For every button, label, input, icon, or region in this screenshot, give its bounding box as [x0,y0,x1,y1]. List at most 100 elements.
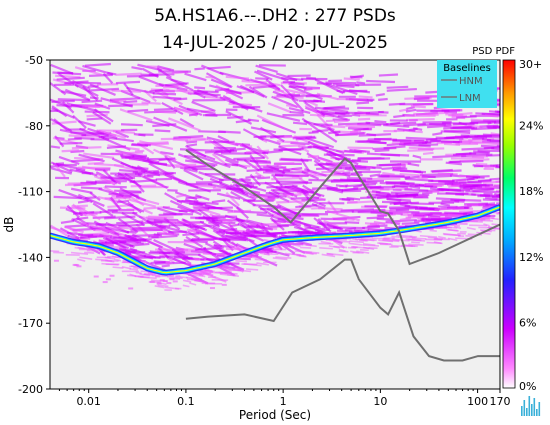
pdf-stroke [255,77,269,81]
pdf-stroke [386,87,417,92]
y-tick-label: -110 [18,186,43,199]
pdf-stroke [123,100,138,104]
pdf-stroke [401,221,420,225]
pdf-stroke [406,106,415,111]
pdf-stroke [300,246,312,249]
pdf-stroke [189,282,197,286]
pdf-stroke [403,122,426,127]
pdf-stroke [412,127,423,131]
pdf-stroke [119,168,139,173]
pdf-stroke [452,152,472,157]
pdf-stroke [98,226,115,234]
pdf-stroke [408,243,424,246]
pdf-stroke [325,82,358,96]
pdf-stroke [323,219,339,228]
pdf-stroke [356,81,366,85]
pdf-stroke [61,149,79,153]
pdf-stroke [239,84,265,98]
pdf-stroke [270,188,280,196]
pdf-stroke [112,130,135,134]
pdf-stroke [378,73,399,77]
pdf-stroke [130,228,163,232]
pdf-stroke [121,123,143,127]
pdf-stroke [448,114,468,118]
pdf-stroke [163,217,181,231]
pdf-stroke [109,274,115,277]
pdf-stroke [463,184,478,189]
pdf-stroke [211,153,228,167]
pdf-stroke [87,85,99,88]
pdf-stroke [219,96,236,105]
pdf-stroke [188,113,199,117]
pdf-stroke [251,164,271,168]
pdf-stroke [224,269,232,273]
pdf-stroke [102,281,108,284]
pdf-stroke [193,279,208,284]
legend-entry: LNM [459,93,481,104]
pdf-stroke [279,244,289,248]
pdf-stroke [271,219,286,223]
pdf-stroke [88,87,119,92]
pdf-stroke [393,114,405,119]
pdf-stroke [173,135,204,139]
x-tick-label: 170 [490,395,511,408]
logo-bar [536,409,538,416]
pdf-stroke [235,260,248,263]
pdf-stroke [185,144,207,158]
logo-bar [526,408,528,416]
pdf-stroke [186,140,198,144]
pdf-stroke [225,75,250,80]
pdf-stroke [237,269,252,273]
pdf-stroke [320,110,347,115]
pdf-stroke [266,231,287,236]
pdf-stroke [159,279,165,282]
pdf-stroke [130,143,149,147]
pdf-stroke [224,158,248,170]
pdf-stroke [156,282,162,285]
pdf-stroke [424,111,449,115]
pdf-stroke [348,242,363,246]
pdf-stroke [282,167,303,172]
pdf-stroke [141,67,159,79]
pdf-stroke [484,114,499,118]
y-tick-label: -200 [18,383,43,396]
pdf-stroke [318,129,338,143]
pdf-stroke [192,205,221,217]
pdf-stroke [84,62,111,67]
pdf-stroke [213,151,239,164]
pdf-stroke [391,235,400,238]
pdf-stroke [109,97,140,101]
pdf-stroke [87,127,118,140]
pdf-stroke [256,114,285,130]
pdf-stroke [182,257,205,261]
pdf-stroke [444,211,476,215]
pdf-stroke [193,89,219,94]
pdf-stroke [106,259,119,262]
pdf-stroke [412,154,422,159]
y-tick-label: -170 [18,317,43,330]
pdf-stroke [326,188,344,192]
pdf-stroke [221,234,249,242]
lnm-curve [185,258,500,362]
pdf-stroke [74,83,99,97]
pdf-stroke [292,121,308,126]
pdf-stroke [138,75,164,88]
pdf-stroke [297,243,312,247]
pdf-stroke [165,261,171,264]
pdf-stroke [403,244,416,248]
logo-bar [521,406,523,416]
logo-bar [523,400,526,416]
pdf-stroke [169,278,175,281]
pdf-stroke [288,82,307,90]
pdf-stroke [459,186,473,191]
pdf-stroke [369,185,382,190]
pdf-stroke [442,121,475,126]
pdf-stroke [162,206,188,214]
pdf-stroke [445,161,463,166]
pdf-stroke [82,64,114,76]
pdf-stroke [304,226,319,230]
pdf-stroke [168,117,201,132]
pdf-stroke [185,138,208,143]
pdf-stroke [227,209,252,214]
pdf-stroke [365,121,389,126]
